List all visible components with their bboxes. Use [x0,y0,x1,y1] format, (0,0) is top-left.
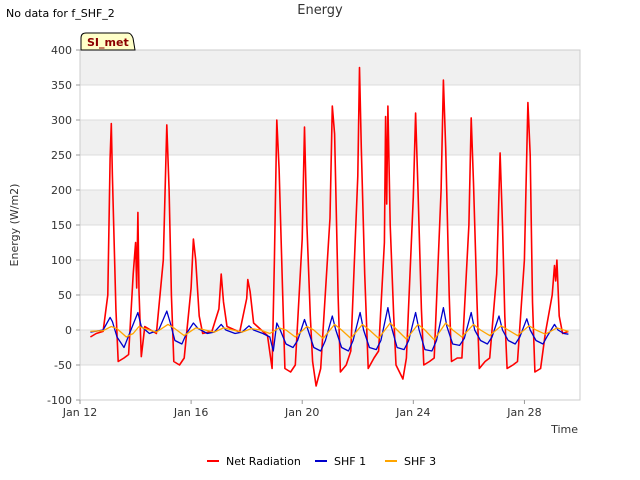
legend-label: Net Radiation [226,455,301,468]
x-axis-ticks: Jan 12 Jan 16 Jan 20 Jan 24 Jan 28 [62,400,542,419]
y-axis-ticks: -100 -50 0 50 100 150 200 250 300 350 400 [47,44,80,407]
x-tick-label: Jan 12 [62,406,97,419]
legend-label: SHF 3 [404,455,436,468]
background-band [80,50,580,85]
background-band [80,365,580,400]
background-band [80,260,580,295]
background-band [80,330,580,365]
background-band [80,120,580,155]
x-axis-label: Time [550,423,578,436]
si-met-badge: SI_met [80,32,136,51]
x-tick-label: Jan 28 [506,406,541,419]
y-axis-label: Energy (W/m2) [8,184,21,267]
y-tick-label: 100 [51,254,72,267]
series-line-shf-1 [90,306,569,352]
legend-label: SHF 1 [334,455,366,468]
series-line-net-radiation [89,66,569,387]
series-line-shf-3 [90,322,569,341]
y-tick-label: 50 [58,289,72,302]
y-tick-label: 150 [51,219,72,232]
y-tick-label: -100 [47,394,72,407]
x-tick-label: Jan 16 [173,406,208,419]
badge-label: SI_met [87,36,129,49]
y-tick-label: 250 [51,149,72,162]
background-band [80,85,580,120]
y-tick-label: 350 [51,79,72,92]
y-tick-label: 400 [51,44,72,57]
series-lines [89,66,569,387]
x-tick-label: Jan 24 [395,406,430,419]
legend: Net Radiation SHF 1 SHF 3 [207,455,436,468]
chart-title: Energy [297,3,343,18]
y-tick-label: 300 [51,114,72,127]
x-tick-label: Jan 20 [284,406,319,419]
y-tick-label: 200 [51,184,72,197]
y-tick-label: -50 [54,359,72,372]
no-data-notice: No data for f_SHF_2 [6,7,115,20]
y-tick-label: 0 [65,324,72,337]
